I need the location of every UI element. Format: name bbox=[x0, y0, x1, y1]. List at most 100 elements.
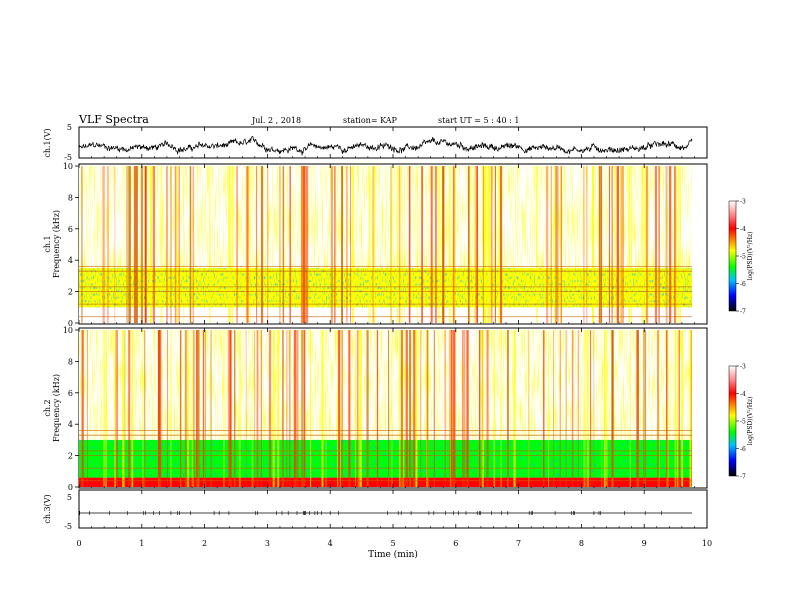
ch3-waveform-panel: 5 -5 ch.3(V) bbox=[43, 489, 708, 531]
x-tick-label: 2 bbox=[202, 539, 207, 548]
sferic-streak bbox=[230, 330, 232, 487]
colorbar-tick-label: -4 bbox=[740, 226, 746, 233]
sferic-streak bbox=[268, 330, 272, 487]
sferic-streak bbox=[463, 330, 466, 487]
sferic-streak bbox=[81, 166, 83, 323]
sferic-streak bbox=[443, 166, 445, 323]
figure-title: VLF Spectra bbox=[78, 113, 149, 126]
sferic-streak bbox=[114, 166, 116, 323]
sferic-streak bbox=[583, 166, 585, 323]
ch2-colorbar: -3 -4 -5 -6 -7 log(PSD)(V²/Hz) bbox=[728, 364, 754, 481]
sferic-streak bbox=[528, 330, 530, 487]
sferic-streak bbox=[690, 330, 692, 487]
sferic-streak bbox=[600, 166, 603, 323]
sferic-streak bbox=[669, 166, 672, 323]
sferic-streak bbox=[357, 330, 360, 487]
sferic-streak bbox=[348, 330, 351, 487]
colorbar-tick-label: -3 bbox=[740, 199, 746, 206]
colorbar-tick-label: -6 bbox=[740, 446, 746, 453]
sferic-streak bbox=[487, 166, 490, 323]
sferic-streak bbox=[350, 166, 351, 323]
sferic-streak bbox=[630, 166, 633, 323]
sferic-streak bbox=[449, 166, 452, 323]
spectrogram-speckle bbox=[79, 439, 692, 478]
sferic-streak bbox=[482, 166, 484, 323]
sferic-streak bbox=[192, 166, 194, 323]
sferic-streak bbox=[176, 166, 179, 323]
ch2-spec-yticks: 0 2 4 6 8 10 bbox=[63, 326, 79, 492]
sferic-streak bbox=[391, 166, 393, 323]
ch2-colorbar-ticks: -3 -4 -5 -6 -7 bbox=[736, 364, 746, 481]
sferic-streak bbox=[229, 330, 232, 487]
spec-ytick-label: 8 bbox=[68, 193, 73, 202]
sferic-streak bbox=[341, 166, 343, 323]
x-tick-label: 9 bbox=[642, 539, 647, 548]
sferic-streak bbox=[536, 166, 538, 323]
sferic-streak bbox=[184, 330, 186, 487]
ch1-spectrogram-image bbox=[79, 166, 692, 323]
sferic-streak bbox=[482, 330, 484, 487]
sferic-streak bbox=[191, 330, 194, 487]
sferic-streak bbox=[498, 166, 500, 323]
sferic-streak bbox=[449, 330, 451, 487]
sferic-streak bbox=[193, 330, 195, 487]
sferic-streak bbox=[451, 330, 453, 487]
sferic-streak bbox=[637, 330, 639, 487]
sferic-streak bbox=[397, 166, 399, 323]
sferic-streak bbox=[644, 330, 647, 487]
sferic-streak bbox=[409, 330, 412, 487]
sferic-streak bbox=[359, 330, 362, 487]
sferic-streak bbox=[450, 330, 452, 487]
sferic-streak bbox=[543, 330, 545, 487]
sferic-streak bbox=[152, 166, 155, 323]
spec-ytick-label: 10 bbox=[63, 162, 73, 171]
sferic-streak bbox=[272, 330, 274, 487]
sferic-streak bbox=[128, 330, 131, 487]
sferic-streak bbox=[248, 166, 250, 323]
colorbar-tick-label: -7 bbox=[740, 474, 746, 481]
ch1-ylabel: ch.1(V) bbox=[43, 128, 52, 157]
sferic-streak bbox=[356, 330, 359, 487]
sferic-streak bbox=[665, 166, 668, 323]
ch1-colorbar: -3 -4 -5 -6 -7 log(PSD)(V²/Hz) bbox=[728, 199, 754, 316]
sferic-streak bbox=[601, 330, 603, 487]
spec-ytick-label: 2 bbox=[68, 288, 73, 297]
spec-ytick-label: 8 bbox=[68, 357, 73, 366]
sferic-streak bbox=[442, 166, 444, 323]
sferic-streak bbox=[645, 166, 647, 323]
sferic-streak bbox=[142, 330, 144, 487]
colorbar-tick-label: -4 bbox=[740, 391, 746, 398]
ch1-waveform-frame bbox=[78, 126, 708, 159]
sferic-streak bbox=[412, 330, 416, 487]
sferic-streak bbox=[236, 166, 238, 323]
sferic-streak bbox=[179, 330, 181, 487]
sferic-streak bbox=[390, 166, 392, 323]
sferic-streak bbox=[366, 330, 368, 487]
spec-ytick-label: 4 bbox=[68, 420, 73, 429]
sferic-streak bbox=[554, 166, 557, 323]
sferic-streak bbox=[646, 166, 649, 323]
sferic-streak bbox=[586, 330, 589, 487]
spec-ytick-label: 4 bbox=[68, 256, 73, 265]
sferic-streak bbox=[676, 330, 679, 487]
sferic-streak bbox=[605, 330, 608, 487]
sferic-streak bbox=[174, 166, 177, 323]
sferic-streak bbox=[586, 166, 588, 323]
ch3-waveform-spikes bbox=[79, 511, 662, 515]
sferic-streak bbox=[475, 166, 478, 323]
sferic-streak bbox=[641, 166, 643, 323]
sferic-streak bbox=[402, 330, 405, 487]
sferic-streak bbox=[149, 166, 152, 323]
sferic-streak bbox=[677, 166, 680, 323]
sferic-streak bbox=[546, 166, 549, 323]
sferic-streak bbox=[144, 166, 147, 323]
sferic-streak bbox=[469, 166, 471, 323]
sferic-streak bbox=[231, 166, 234, 323]
sferic-streak bbox=[473, 166, 475, 323]
sferic-streak bbox=[105, 330, 107, 487]
sferic-streak bbox=[528, 330, 530, 487]
sferic-streak bbox=[417, 166, 419, 323]
sferic-streak bbox=[185, 330, 188, 487]
sferic-streak bbox=[629, 330, 631, 487]
sferic-streak bbox=[170, 166, 172, 323]
